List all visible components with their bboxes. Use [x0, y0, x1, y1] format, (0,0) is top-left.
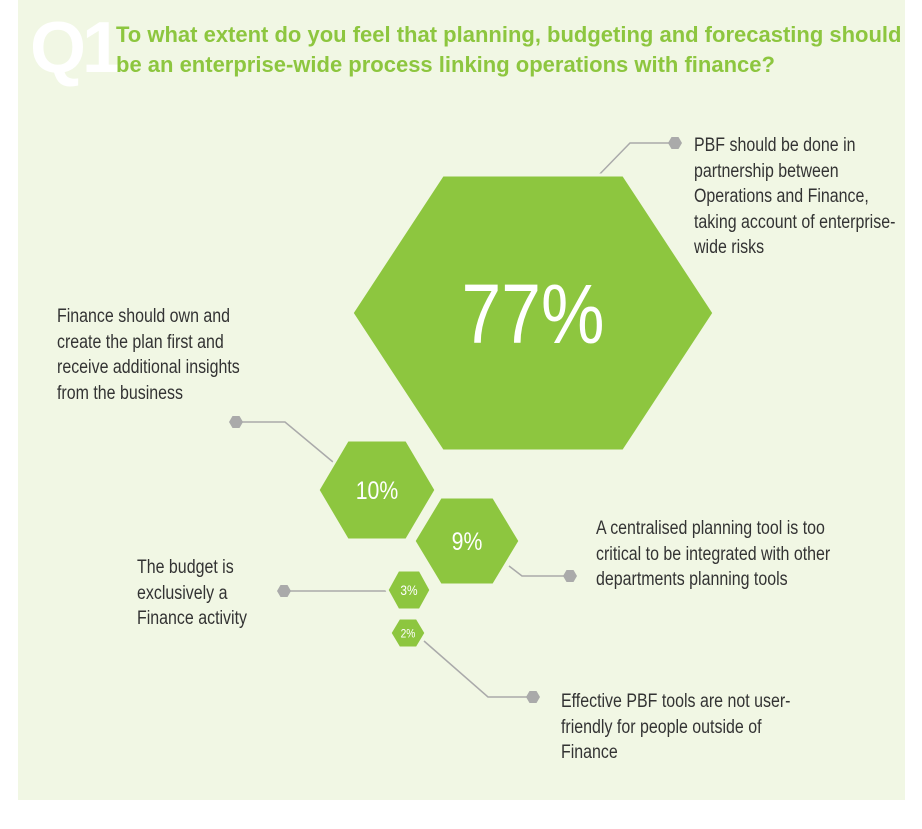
category-label: Finance should own and create the plan f… [57, 306, 240, 404]
value-label: 3% [400, 582, 418, 598]
connector-dot [668, 137, 682, 149]
value-label: 2% [401, 628, 416, 641]
category-label: PBF should be done in partnership betwee… [694, 135, 896, 258]
connector-dot [229, 416, 243, 428]
connector-dot [526, 691, 540, 703]
chart-title: To what extent do you feel that planning… [116, 22, 902, 77]
connector-line [508, 565, 570, 577]
value-label: 10% [356, 476, 399, 504]
connector-line [423, 640, 533, 698]
connector-line [593, 142, 675, 181]
connector-dot [277, 585, 291, 597]
question-number: Q1 [30, 8, 122, 88]
hexagon [412, 495, 522, 587]
connector-line [236, 421, 334, 463]
value-label: 9% [452, 527, 483, 555]
category-label: A centralised planning tool is too criti… [596, 518, 831, 590]
connector-dot [563, 570, 577, 582]
category-label: The budget is exclusively a Finance acti… [137, 557, 248, 629]
hexagon [316, 438, 438, 542]
hexagon [385, 568, 433, 612]
category-label: Effective PBF tools are not user-friendl… [561, 691, 791, 763]
hexagon [350, 173, 716, 453]
value-label: 77% [462, 267, 605, 362]
hexagon [388, 616, 428, 650]
